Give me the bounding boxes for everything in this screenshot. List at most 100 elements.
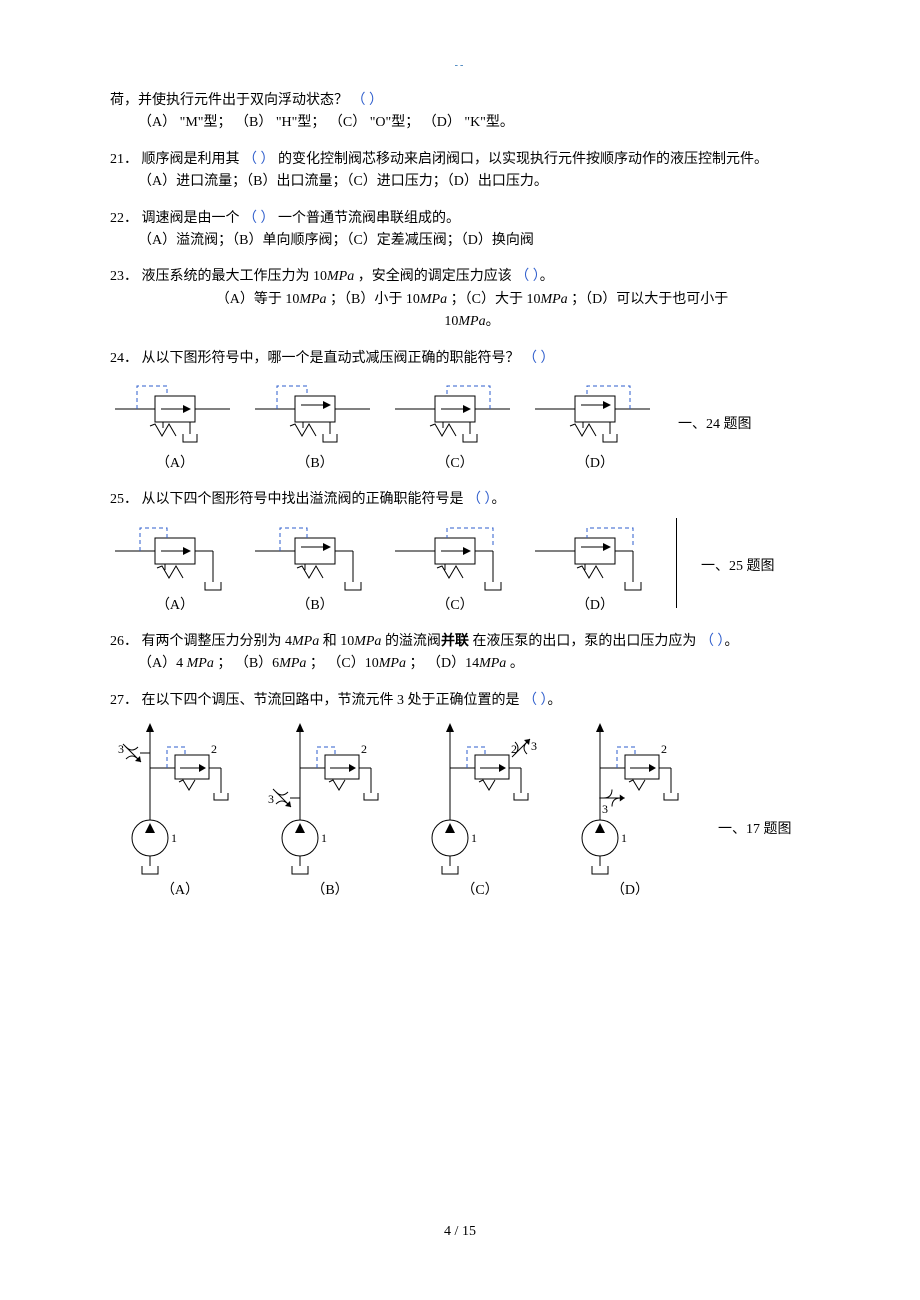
- q23-of: 。: [486, 314, 500, 329]
- svg-text:1: 1: [171, 831, 177, 845]
- q25-figures: （A） （B） （C） （D） 一、25 题图: [110, 518, 820, 617]
- question-27: 27． 在以下四个调压、节流回路中，节流元件 3 处于正确位置的是 （ ）。 1…: [110, 690, 820, 903]
- q20-opts-text: （A） "M"型； （B） "H"型； （C） "O"型； （D） "K"型。: [138, 115, 514, 130]
- q27-period: 。: [548, 693, 562, 708]
- svg-text:3: 3: [531, 739, 537, 753]
- q27-fig-d: 123 （D）: [560, 718, 700, 902]
- valve-symbol-icon: [250, 376, 380, 451]
- q27-text: 在以下四个调压、节流回路中，节流元件 3 处于正确位置的是: [142, 693, 520, 708]
- question-25: 25． 从以下四个图形符号中找出溢流阀的正确职能符号是 （ ）。 （A） （B）…: [110, 489, 820, 617]
- svg-text:1: 1: [471, 831, 477, 845]
- q23-blank: （ ）: [515, 269, 540, 284]
- q22-pre: 调速阀是由一个: [142, 211, 240, 226]
- q27-side-label: 一、17 题图: [718, 819, 792, 841]
- q25-period: 。: [492, 492, 506, 507]
- q23-oc: ；（C）大于 10: [451, 292, 541, 307]
- q27-label-c: （C）: [410, 880, 550, 902]
- valve-symbol-icon: [390, 518, 520, 593]
- q26-ob: ； （B）6: [217, 656, 279, 671]
- q22-post: 一个普通节流阀串联组成的。: [278, 211, 460, 226]
- svg-text:1: 1: [321, 831, 327, 845]
- q24-figures: （A） （B） （C） （D） 一、24 题图: [110, 376, 820, 475]
- q25-blank: （ ）: [467, 492, 492, 507]
- q26-t1: 有两个调整压力分别为 4: [142, 634, 293, 649]
- q23-options: （A）等于 10MPa ；（B）小于 10MPa ；（C）大于 10MPa ；（…: [110, 289, 820, 334]
- page: -- 荷，并使执行元件出于双向浮动状态？ （ ） （A） "M"型； （B） "…: [0, 0, 920, 1300]
- q22-blank: （ ）: [243, 211, 275, 226]
- circuit-symbol-icon: 1 2 3: [560, 718, 700, 878]
- svg-text:3: 3: [268, 792, 274, 806]
- q26-t4: 在液压泵的出口，泵的出口压力应为: [472, 634, 696, 649]
- question-20: 荷，并使执行元件出于双向浮动状态？ （ ） （A） "M"型； （B） "H"型…: [110, 90, 820, 135]
- q23-mpa4: MPa: [540, 292, 567, 307]
- question-26: 26． 有两个调整压力分别为 4MPa 和 10MPa 的溢流阀并联 在液压泵的…: [110, 631, 820, 676]
- valve-symbol-icon: [110, 518, 240, 593]
- q25-fig-b: （B）: [250, 518, 380, 617]
- q24-label-b: （B）: [250, 453, 380, 475]
- q26-num: 26．: [110, 634, 138, 649]
- q26-mpa3: MPa: [187, 656, 214, 671]
- q25-label-d: （D）: [530, 595, 660, 617]
- svg-text:3: 3: [602, 802, 608, 816]
- q23-mpa3: MPa: [420, 292, 447, 307]
- question-22: 22． 调速阀是由一个 （ ） 一个普通节流阀串联组成的。 （A）溢流阀；（B）…: [110, 208, 820, 253]
- top-mark: --: [455, 60, 466, 71]
- q21-options: （A）进口流量；（B）出口流量；（C）进口压力；（D）出口压力。: [110, 171, 820, 193]
- valve-symbol-icon: [110, 376, 240, 451]
- q23-t2: ，安全阀的调定压力应该: [358, 269, 512, 284]
- q24-label-c: （C）: [390, 453, 520, 475]
- q26-mpa6: MPa: [479, 656, 506, 671]
- q27-figures: 123 （A） 123 （B） 123 （C） 123 （D） 一、17 题图: [110, 718, 820, 902]
- question-23: 23． 液压系统的最大工作压力为 10MPa ，安全阀的调定压力应该 （ ）。 …: [110, 266, 820, 333]
- q23-oe: 10: [444, 314, 458, 329]
- q26-od: ； （D）14: [409, 656, 479, 671]
- q24-fig-c: （C）: [390, 376, 520, 475]
- svg-text:2: 2: [361, 742, 367, 756]
- q25-label-a: （A）: [110, 595, 240, 617]
- question-21: 21． 顺序阀是利用其 （ ） 的变化控制阀芯移动来启闭阀口，以实现执行元件按顺…: [110, 149, 820, 194]
- q21-num: 21．: [110, 152, 138, 167]
- svg-text:1: 1: [621, 831, 627, 845]
- q24-label-d: （D）: [530, 453, 660, 475]
- page-number: 4 / 15: [444, 1224, 476, 1240]
- q24-blank: （ ）: [523, 351, 555, 366]
- q26-mpa2: MPa: [354, 634, 381, 649]
- q26-mpa5: MPa: [379, 656, 406, 671]
- q26-t2: 和 10: [323, 634, 355, 649]
- svg-text:2: 2: [511, 742, 517, 756]
- q22-num: 22．: [110, 211, 138, 226]
- q21-post: 的变化控制阀芯移动来启闭阀口，以实现执行元件按顺序动作的液压控制元件。: [278, 152, 768, 167]
- q25-fig-d: （D）: [530, 518, 660, 617]
- circuit-symbol-icon: 1 2 3: [110, 718, 250, 878]
- q25-fig-c: （C）: [390, 518, 520, 617]
- q26-options: （A）4 MPa ； （B）6MPa ； （C）10MPa ； （D）14MPa…: [110, 653, 820, 675]
- q24-text: 从以下图形符号中，哪一个是直动式减压阀正确的职能符号？: [142, 351, 520, 366]
- q20-text: 荷，并使执行元件出于双向浮动状态？: [110, 93, 348, 108]
- q24-label-a: （A）: [110, 453, 240, 475]
- q26-blank: （ ）: [700, 634, 725, 649]
- q27-fig-b: 123 （B）: [260, 718, 400, 902]
- q27-label-a: （A）: [110, 880, 250, 902]
- q20-blank: （ ）: [352, 93, 384, 108]
- q25-num: 25．: [110, 492, 138, 507]
- circuit-symbol-icon: 1 2 3: [260, 718, 400, 878]
- q24-num: 24．: [110, 351, 138, 366]
- q20-options: （A） "M"型； （B） "H"型； （C） "O"型； （D） "K"型。: [110, 112, 820, 134]
- q23-mpa5: MPa: [458, 314, 485, 329]
- q27-fig-c: 1 23 （C）: [410, 718, 550, 902]
- q21-blank: （ ）: [243, 152, 275, 167]
- svg-text:2: 2: [661, 742, 667, 756]
- q23-oa: （A）等于 10: [216, 292, 300, 307]
- q23-od: ；（D）可以大于也可小于: [571, 292, 728, 307]
- circuit-symbol-icon: 1 23: [410, 718, 550, 878]
- q27-num: 27．: [110, 693, 138, 708]
- q23-ob: ；（B）小于 10: [330, 292, 420, 307]
- q27-blank: （ ）: [523, 693, 548, 708]
- svg-text:3: 3: [118, 742, 124, 756]
- q26-t3: 的溢流阀: [385, 634, 441, 649]
- q26-oa: （A）4: [138, 656, 187, 671]
- q23-t1: 液压系统的最大工作压力为 10: [142, 269, 328, 284]
- q26-period: 。: [724, 634, 738, 649]
- svg-text:2: 2: [211, 742, 217, 756]
- divider-line: [676, 518, 677, 608]
